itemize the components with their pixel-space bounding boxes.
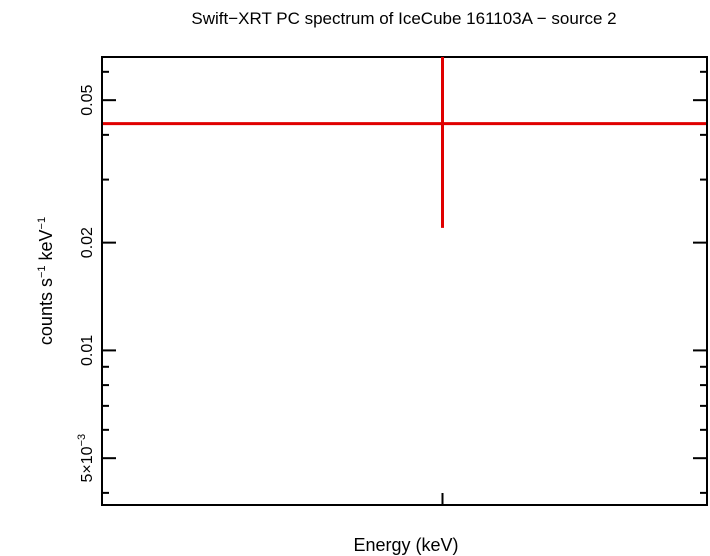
y-axis-label-sup1: −1 — [36, 265, 48, 278]
x-axis-label: Energy (keV) — [353, 535, 458, 555]
y-axis-label-base: counts s — [36, 278, 56, 345]
y-tick-label-base: 0.05 — [79, 84, 96, 115]
y-axis-label: counts s−1 keV−1 — [36, 217, 56, 345]
y-tick-label: 0.05 — [79, 84, 96, 115]
y-tick-label-sup: −3 — [76, 434, 88, 447]
y-tick-label-base: 5×10 — [79, 446, 96, 482]
y-tick-label: 5×10−3 — [76, 434, 96, 483]
data-series — [103, 57, 706, 228]
y-tick-label: 0.02 — [79, 227, 96, 258]
axis-ticks — [102, 57, 707, 505]
y-axis-label-sup2: −1 — [36, 217, 48, 230]
y-tick-label-base: 0.02 — [79, 227, 96, 258]
y-tick-label-base: 0.01 — [79, 335, 96, 366]
y-tick-label: 0.01 — [79, 335, 96, 366]
chart-title: Swift−XRT PC spectrum of IceCube 161103A… — [191, 9, 616, 28]
y-axis-label-mid: keV — [36, 229, 56, 265]
y-tick-labels: 5×10−3 0.01 0.02 0.05 — [76, 84, 96, 482]
plot-frame — [101, 56, 708, 506]
